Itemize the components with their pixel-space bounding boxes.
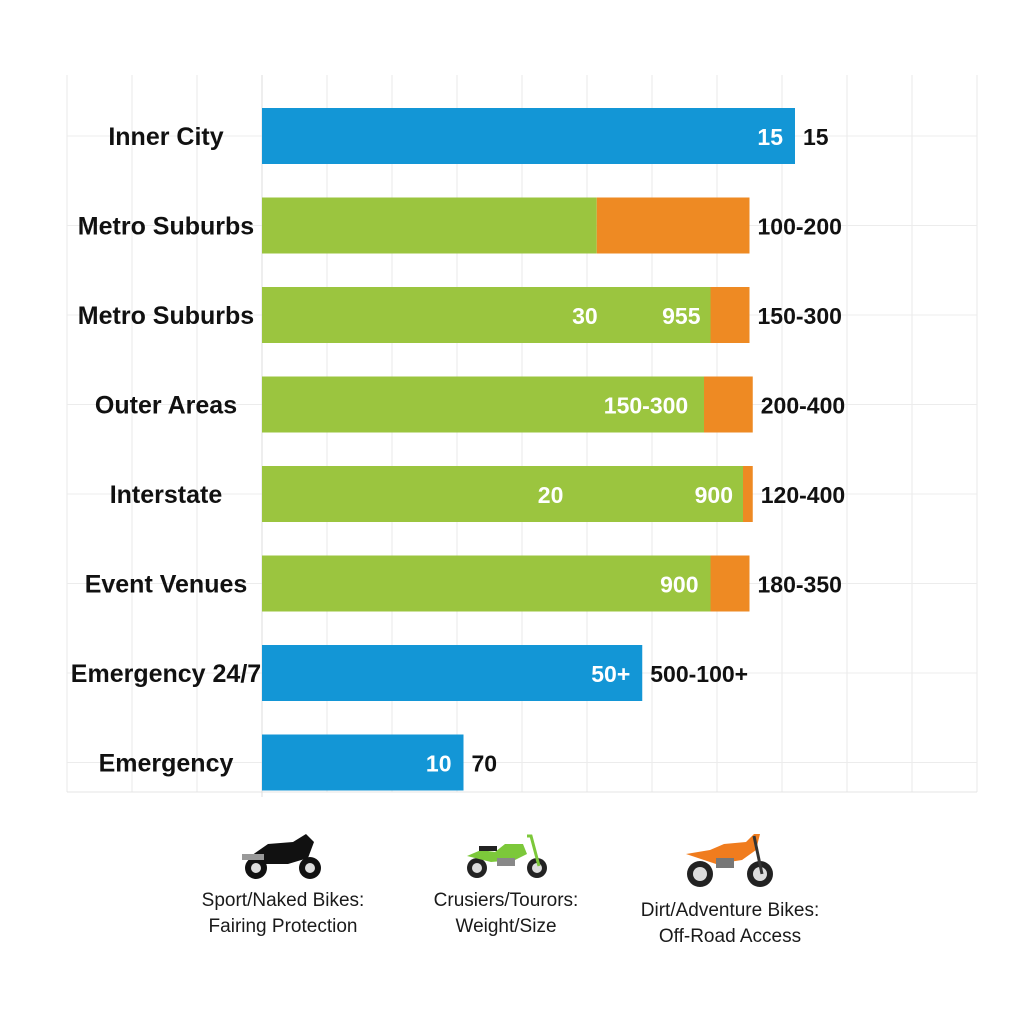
bar-segment-blue (262, 645, 643, 701)
sport-motorcycle-icon (242, 834, 321, 879)
legend-line1: Crusiers/Tourors: (433, 890, 579, 911)
legend-item-sport: Sport/Naked Bikes: Fairing Protection (163, 830, 403, 940)
bar-segment-orange (596, 197, 750, 254)
bar-end-label: 500-100+ (650, 661, 748, 687)
legend-line2: Off-Road Access (658, 926, 802, 947)
bar-segment-orange (710, 287, 750, 343)
bar-segment-green (262, 466, 743, 522)
bar-inner-label: 900 (695, 482, 733, 508)
category-label: Event Venues (85, 571, 248, 599)
category-label: Inner City (108, 123, 223, 151)
legend-line2: Fairing Protection (208, 916, 358, 937)
bar-segment-orange (743, 466, 753, 522)
bar-inner-label: 955 (662, 303, 701, 329)
bar-end-label: 150-300 (758, 303, 842, 329)
category-label: Metro Suburbs (78, 213, 254, 241)
bar-end-label: 15 (803, 124, 829, 150)
bar-segment-orange (710, 555, 750, 612)
bar-inner-label: 20 (538, 482, 564, 508)
bar-segment-orange (704, 376, 753, 433)
bar-inner-label: 50+ (591, 661, 630, 687)
legend-line1: Dirt/Adventure Bikes: (640, 900, 820, 921)
bar-segment-green (262, 376, 704, 433)
bar-inner-label: 10 (426, 751, 452, 777)
bar-end-label: 120-400 (761, 482, 845, 508)
bar-segment-green (262, 197, 597, 254)
bar-segment-blue (262, 734, 464, 791)
bar-end-label: 100-200 (758, 214, 842, 240)
bar-inner-label: 900 (660, 572, 698, 598)
bar-inner-label: 150-300 (604, 393, 688, 419)
bar-end-label: 70 (472, 751, 498, 777)
bar-inner-label: 30 (572, 303, 598, 329)
category-label: Emergency 24/7 (71, 660, 261, 688)
category-label: Metro Suburbs (78, 302, 254, 330)
bar-segment-blue (262, 108, 795, 164)
category-label: Interstate (110, 481, 223, 509)
cruiser-motorcycle-icon (467, 834, 547, 878)
bar-end-label: 180-350 (758, 572, 842, 598)
legend-item-dirt: Dirt/Adventure Bikes: Off-Road Access (610, 830, 850, 950)
bar-inner-label: 15 (757, 124, 783, 150)
category-label: Emergency (99, 750, 234, 778)
legend-item-cruiser: Crusiers/Tourors: Weight/Size (386, 830, 626, 940)
legend-line2: Weight/Size (455, 916, 557, 937)
bar-chart: Inner City 15 15 Metro Suburbs 100-200 Metro … (66, 75, 978, 797)
dirt-motorcycle-icon (686, 834, 773, 887)
bar-segment-green (262, 555, 711, 612)
legend-line1: Sport/Naked Bikes: (201, 890, 365, 911)
category-label: Outer Areas (95, 392, 237, 420)
bar-end-label: 200-400 (761, 393, 845, 419)
bar-segment-green (262, 287, 711, 343)
